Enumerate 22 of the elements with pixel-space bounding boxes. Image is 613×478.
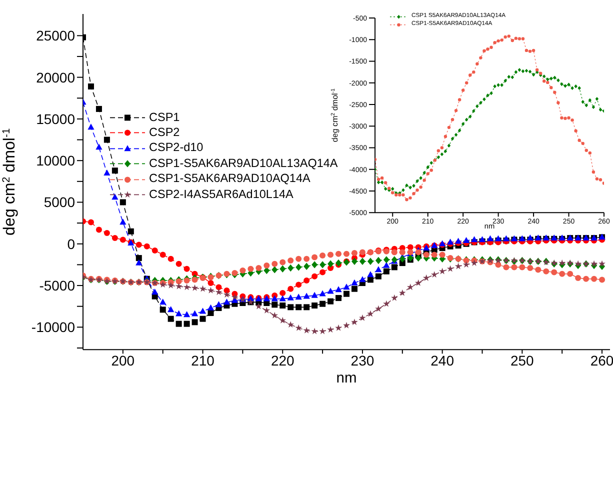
x-tick-label: 210: [191, 352, 215, 369]
y-tick-label: -10000: [31, 319, 76, 336]
x-tick-label: 240: [430, 352, 454, 369]
legend-label: CSP2: [149, 126, 180, 140]
x-tick-label: 250: [510, 352, 534, 369]
y-tick-label: 10000: [36, 152, 76, 169]
legend-label: CSP2-I4AS5AR6Ad10L14A: [149, 188, 294, 202]
y-tick-label: 5000: [44, 194, 76, 210]
y-tick-label: 15000: [36, 110, 76, 127]
legend-label: CSP2-d10: [149, 141, 204, 156]
y-tick-label: 0: [67, 236, 76, 252]
x-tick-label: 220: [270, 352, 295, 369]
x-tick-label: 260: [590, 352, 613, 369]
legend-label: CSP1-S5AK6AR9AD10AL13AQ14A: [149, 156, 338, 171]
legend-label: CSP1: [149, 110, 180, 125]
legend-label: CSP1-S5AK6AR9AD10AQ14A: [149, 172, 310, 186]
y-tick-label: 25000: [36, 28, 76, 44]
y-tick-label: 20000: [36, 69, 76, 86]
x-axis-title: nm: [336, 370, 357, 387]
x-tick-label: 230: [350, 352, 374, 369]
y-tick-label: -5000: [39, 277, 76, 294]
x-tick-label: 200: [111, 352, 135, 369]
